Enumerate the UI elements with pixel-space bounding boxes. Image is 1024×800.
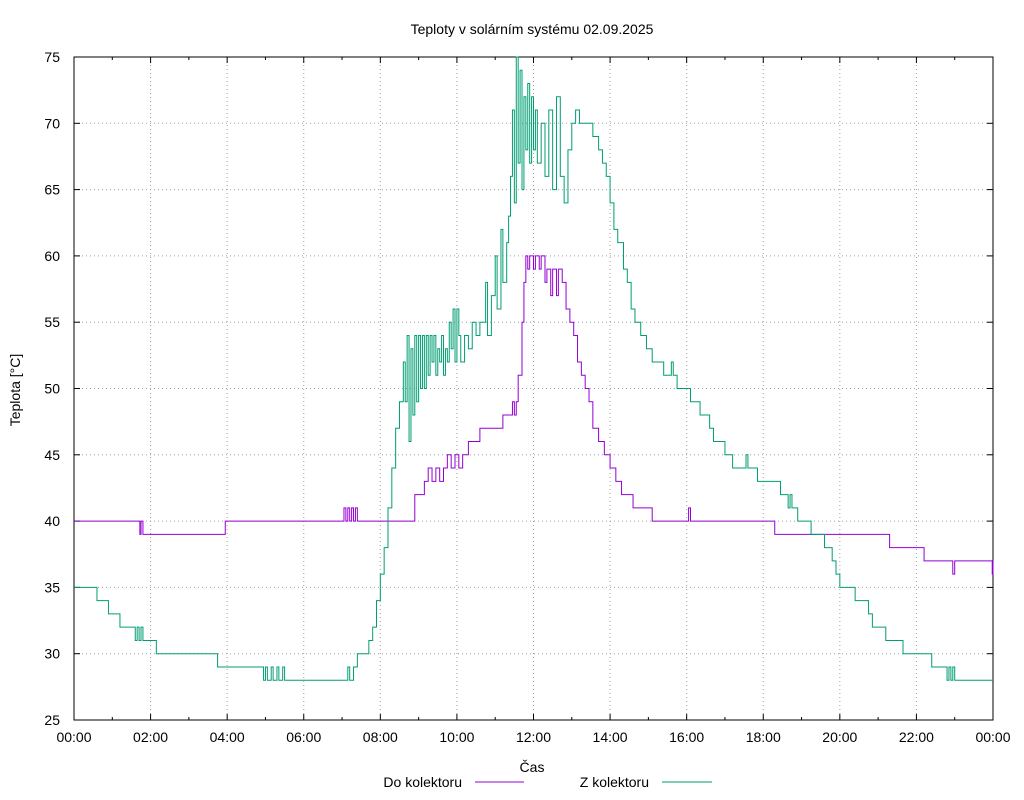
axis-ticks: 00:00 02:00 04:00 06:00 08:00 10:00 12:00 14:00… [44, 49, 1010, 745]
legend: Do kolektoru Z kolektoru [383, 774, 712, 790]
series-line-z-kolektoru [74, 56, 993, 681]
y-tick-label: 25 [44, 712, 60, 728]
y-tick-label: 50 [44, 381, 60, 397]
y-tick-label: 35 [44, 579, 60, 595]
x-tick-label: 00:00 [975, 729, 1010, 745]
x-tick-label: 06:00 [286, 729, 321, 745]
series-group [74, 56, 994, 681]
y-tick-label: 70 [44, 115, 60, 131]
x-tick-label: 00:00 [56, 729, 91, 745]
y-tick-label: 55 [44, 314, 60, 330]
y-tick-label: 65 [44, 182, 60, 198]
y-tick-label: 60 [44, 248, 60, 264]
legend-label-do-kolektoru: Do kolektoru [383, 774, 462, 790]
x-tick-label: 10:00 [439, 729, 474, 745]
x-tick-label: 22:00 [899, 729, 934, 745]
plot-frame [73, 56, 994, 721]
y-tick-label: 45 [44, 447, 60, 463]
x-tick-label: 14:00 [593, 729, 628, 745]
x-tick-label: 08:00 [363, 729, 398, 745]
x-tick-label: 18:00 [746, 729, 781, 745]
x-tick-label: 12:00 [516, 729, 551, 745]
x-axis-label: Čas [520, 759, 545, 775]
grid [74, 57, 993, 720]
y-tick-label: 30 [44, 646, 60, 662]
x-tick-label: 04:00 [210, 729, 245, 745]
chart-title: Teploty v solárním systému 02.09.2025 [411, 21, 654, 37]
y-tick-label: 40 [44, 513, 60, 529]
legend-label-z-kolektoru: Z kolektoru [580, 774, 649, 790]
y-axis-label: Teplota [°C] [7, 354, 23, 427]
x-tick-label: 16:00 [669, 729, 704, 745]
series-line-do-kolektoru [74, 255, 994, 575]
x-tick-label: 02:00 [133, 729, 168, 745]
y-tick-label: 75 [44, 49, 60, 65]
x-tick-label: 20:00 [822, 729, 857, 745]
